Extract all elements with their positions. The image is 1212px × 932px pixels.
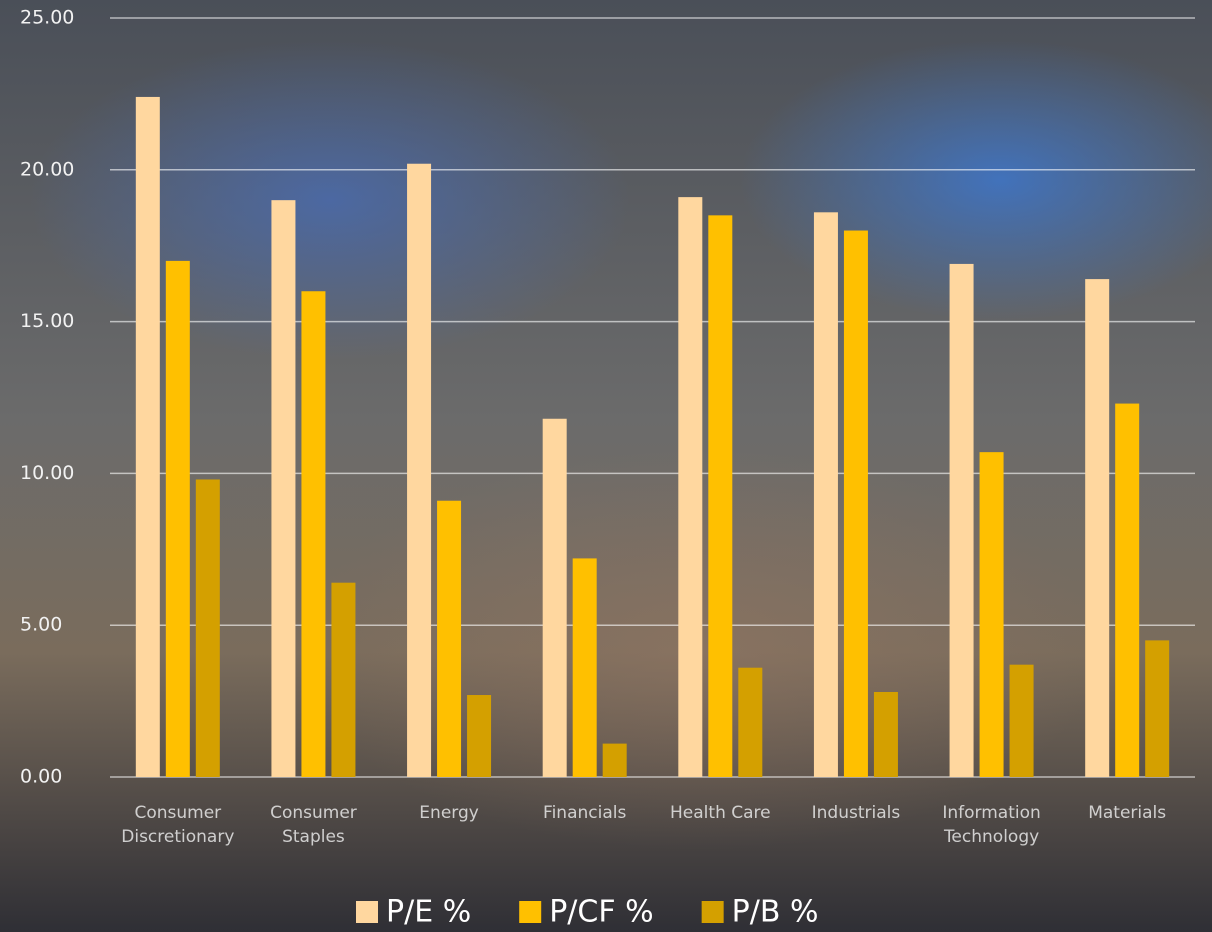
bar [165, 260, 190, 777]
bar [1115, 403, 1140, 777]
x-tick-label: Information Technology [942, 803, 1041, 847]
bar [678, 197, 703, 777]
bar [467, 695, 492, 777]
legend-swatch [519, 901, 542, 923]
x-tick-label: Energy [419, 803, 479, 823]
bar [1085, 279, 1110, 777]
legend-label: P/E % [386, 895, 471, 930]
bar [1145, 640, 1170, 777]
bar [738, 667, 763, 777]
bar [437, 500, 462, 777]
bar [135, 96, 160, 778]
legend-swatch [701, 901, 724, 923]
bar [843, 230, 868, 777]
y-tick-label: 0.00 [20, 766, 62, 788]
bar [331, 582, 356, 777]
legend-label: P/B % [732, 895, 819, 930]
bar [271, 200, 296, 777]
x-tick-label: Materials [1088, 803, 1167, 823]
bar [873, 691, 898, 777]
bar [407, 163, 432, 777]
bar [1009, 664, 1034, 777]
x-tick-label: Financials [543, 803, 627, 823]
y-tick-label: 10.00 [20, 462, 74, 484]
bar [572, 558, 597, 777]
y-tick-label: 5.00 [20, 614, 62, 636]
bar [979, 452, 1004, 777]
y-tick-label: 15.00 [20, 310, 74, 332]
x-tick-label: Health Care [670, 803, 771, 823]
bar [813, 212, 838, 777]
legend-swatch [356, 901, 378, 923]
bar [708, 215, 733, 778]
y-tick-label: 20.00 [20, 158, 74, 180]
bar [542, 418, 567, 777]
y-tick-label: 25.00 [20, 7, 74, 29]
x-tick-label: Industrials [811, 803, 901, 823]
x-tick-label: Consumer Discretionary [121, 803, 235, 847]
bar [602, 743, 627, 777]
legend-label: P/CF % [549, 895, 653, 930]
bar [195, 479, 220, 777]
x-tick-label: Consumer Staples [270, 803, 357, 847]
bar [949, 263, 974, 777]
bar [301, 291, 326, 777]
